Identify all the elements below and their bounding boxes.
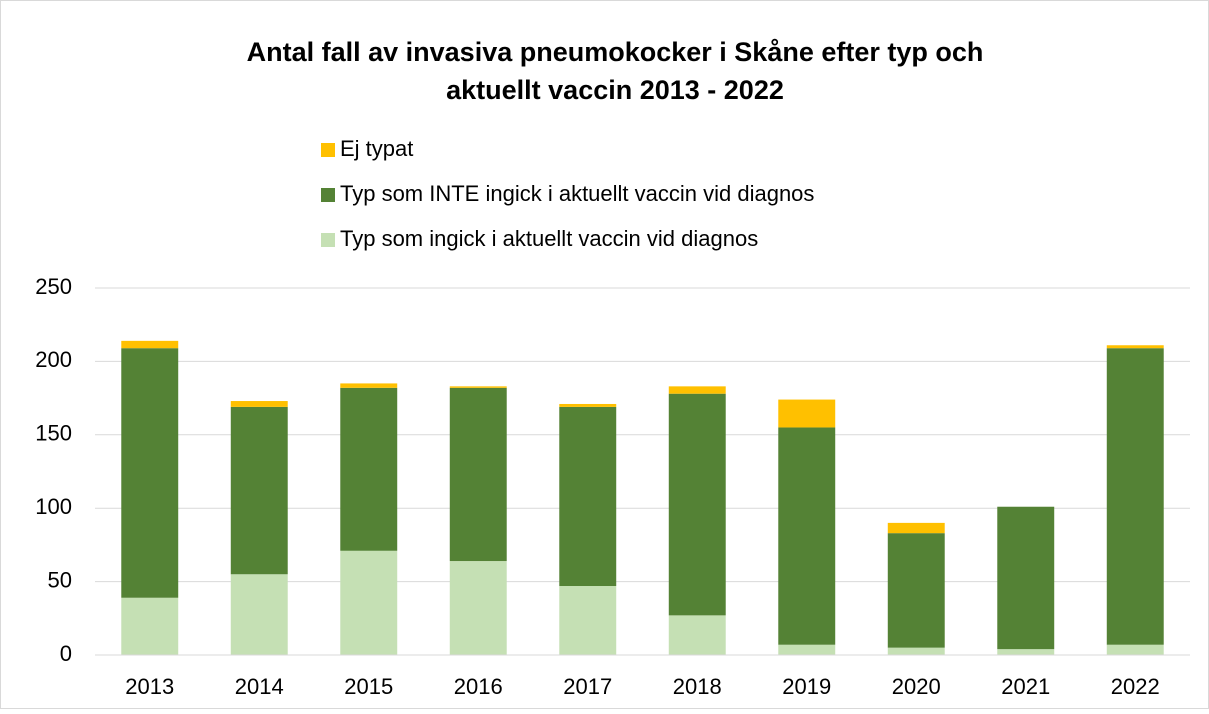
bar-segment [340,550,398,655]
bar-segment [1106,345,1164,349]
x-tick-label: 2013 [125,674,174,699]
legend-label: Ej typat [340,136,413,161]
bar-segment [559,403,617,407]
x-tick-label: 2015 [344,674,393,699]
bar-segment [121,348,179,598]
x-tick-label: 2016 [454,674,503,699]
bar-segment [559,586,617,655]
y-tick-label: 150 [35,421,72,446]
bar-segment [121,340,179,349]
y-tick-label: 200 [35,347,72,372]
x-tick-label: 2022 [1111,674,1160,699]
bar-segment [230,574,288,655]
legend-swatch [321,233,335,247]
x-tick-label: 2019 [782,674,831,699]
bar-segment [778,427,836,645]
bar-segment [778,399,836,428]
bar-segment [668,386,726,394]
x-tick-label: 2021 [1001,674,1050,699]
bar-segment [230,406,288,575]
bar-segment [887,522,945,534]
bar-segment [778,644,836,655]
legend-swatch [321,188,335,202]
y-tick-label: 0 [60,641,72,666]
legend-label: Typ som ingick i aktuellt vaccin vid dia… [340,226,758,251]
bar-segment [997,506,1055,650]
bar-segment [887,647,945,655]
bar-segment [1106,348,1164,645]
legend-swatch [321,143,335,157]
bar-segment [1106,644,1164,655]
bar-segment [230,401,288,407]
bar-segment [559,406,617,587]
y-tick-label: 100 [35,494,72,519]
bar-segment [887,533,945,648]
x-tick-label: 2020 [892,674,941,699]
bar-segment [668,615,726,655]
chart-title: Antal fall av invasiva pneumokocker i Sk… [247,37,984,105]
bar-segment [121,597,179,655]
x-tick-label: 2014 [235,674,284,699]
x-tick-label: 2017 [563,674,612,699]
bar-segment [668,393,726,616]
legend-label: Typ som INTE ingick i aktuellt vaccin vi… [340,181,814,206]
bar-segment [340,383,398,388]
bar-segment [997,649,1055,655]
bar-segment [340,387,398,551]
y-tick-label: 50 [48,567,72,592]
y-tick-label: 250 [35,274,72,299]
bar-segment [449,561,507,655]
bar-segment [449,386,507,388]
x-tick-label: 2018 [673,674,722,699]
bar-segment [449,387,507,562]
